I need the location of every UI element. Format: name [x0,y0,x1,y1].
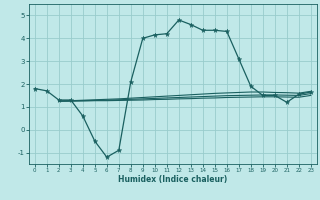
X-axis label: Humidex (Indice chaleur): Humidex (Indice chaleur) [118,175,228,184]
